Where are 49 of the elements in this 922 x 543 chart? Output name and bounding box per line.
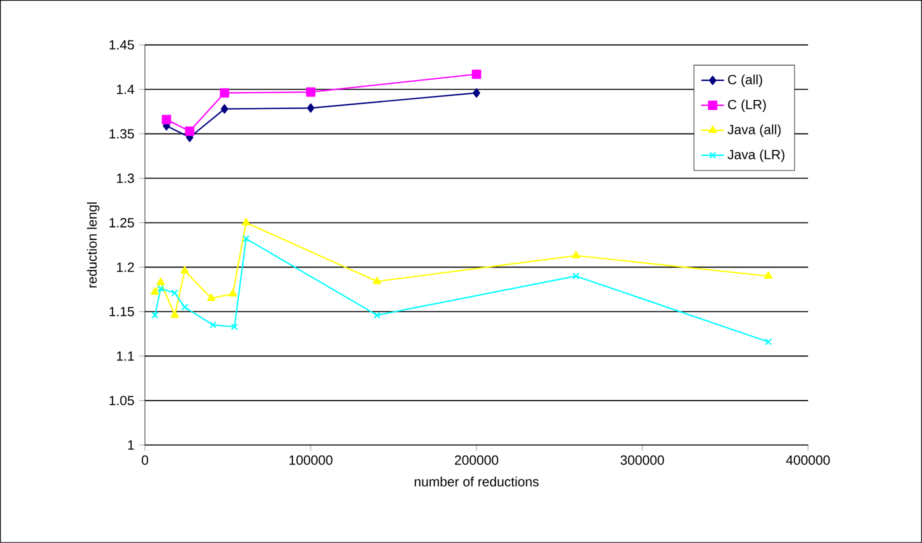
point bbox=[170, 310, 179, 318]
legend-label: Java (LR) bbox=[728, 150, 784, 162]
point bbox=[180, 266, 189, 274]
y-tick-label: 1.15 bbox=[110, 307, 134, 316]
point bbox=[230, 323, 238, 330]
y-tick-label: 1.3 bbox=[117, 174, 134, 184]
point bbox=[374, 312, 381, 319]
point bbox=[156, 278, 165, 286]
point bbox=[242, 235, 250, 242]
y-tick-label: 1.2 bbox=[117, 262, 134, 272]
legend-label: Java (all) bbox=[728, 124, 781, 137]
x-tick-label: 0 bbox=[142, 455, 148, 465]
point bbox=[306, 87, 316, 97]
y-axis-title: reduction lengl bbox=[86, 202, 100, 288]
y-tick-label: 1.4 bbox=[117, 84, 134, 94]
point bbox=[220, 88, 230, 98]
y-tick-label: 1.05 bbox=[110, 396, 134, 406]
y-tick-label: 1.25 bbox=[110, 218, 134, 228]
point bbox=[472, 88, 480, 98]
point bbox=[242, 218, 250, 226]
point bbox=[307, 103, 314, 113]
point bbox=[162, 114, 172, 124]
point bbox=[764, 338, 772, 346]
point bbox=[572, 272, 580, 280]
y-tick-label: 1.45 bbox=[110, 40, 134, 50]
y-tick-label: 1.1 bbox=[117, 352, 134, 361]
point bbox=[157, 285, 164, 292]
point bbox=[207, 294, 216, 302]
y-tick-label: 1 bbox=[128, 440, 134, 450]
point bbox=[151, 312, 158, 319]
x-tick-label: 200000 bbox=[454, 455, 498, 465]
legend-label: C (all) bbox=[728, 74, 762, 87]
x-tick-label: 400000 bbox=[786, 455, 830, 465]
point bbox=[764, 271, 772, 279]
point bbox=[372, 276, 382, 284]
point bbox=[181, 304, 188, 311]
legend-label: C (LR) bbox=[728, 100, 766, 112]
point bbox=[209, 322, 216, 329]
x-tick-label: 300000 bbox=[620, 455, 664, 465]
point bbox=[220, 104, 228, 114]
point bbox=[171, 290, 178, 297]
point bbox=[228, 289, 237, 297]
y-tick-label: 1.35 bbox=[110, 129, 134, 139]
point bbox=[472, 70, 482, 79]
point bbox=[572, 250, 580, 258]
point bbox=[185, 126, 194, 136]
point bbox=[150, 287, 160, 295]
x-axis-title: number of reductions bbox=[414, 476, 539, 486]
x-tick-label: 100000 bbox=[289, 455, 332, 465]
